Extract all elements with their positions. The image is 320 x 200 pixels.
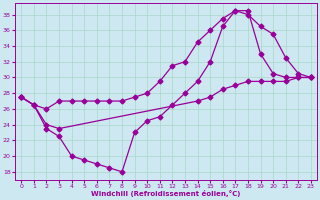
X-axis label: Windchill (Refroidissement éolien,°C): Windchill (Refroidissement éolien,°C) [92, 190, 241, 197]
